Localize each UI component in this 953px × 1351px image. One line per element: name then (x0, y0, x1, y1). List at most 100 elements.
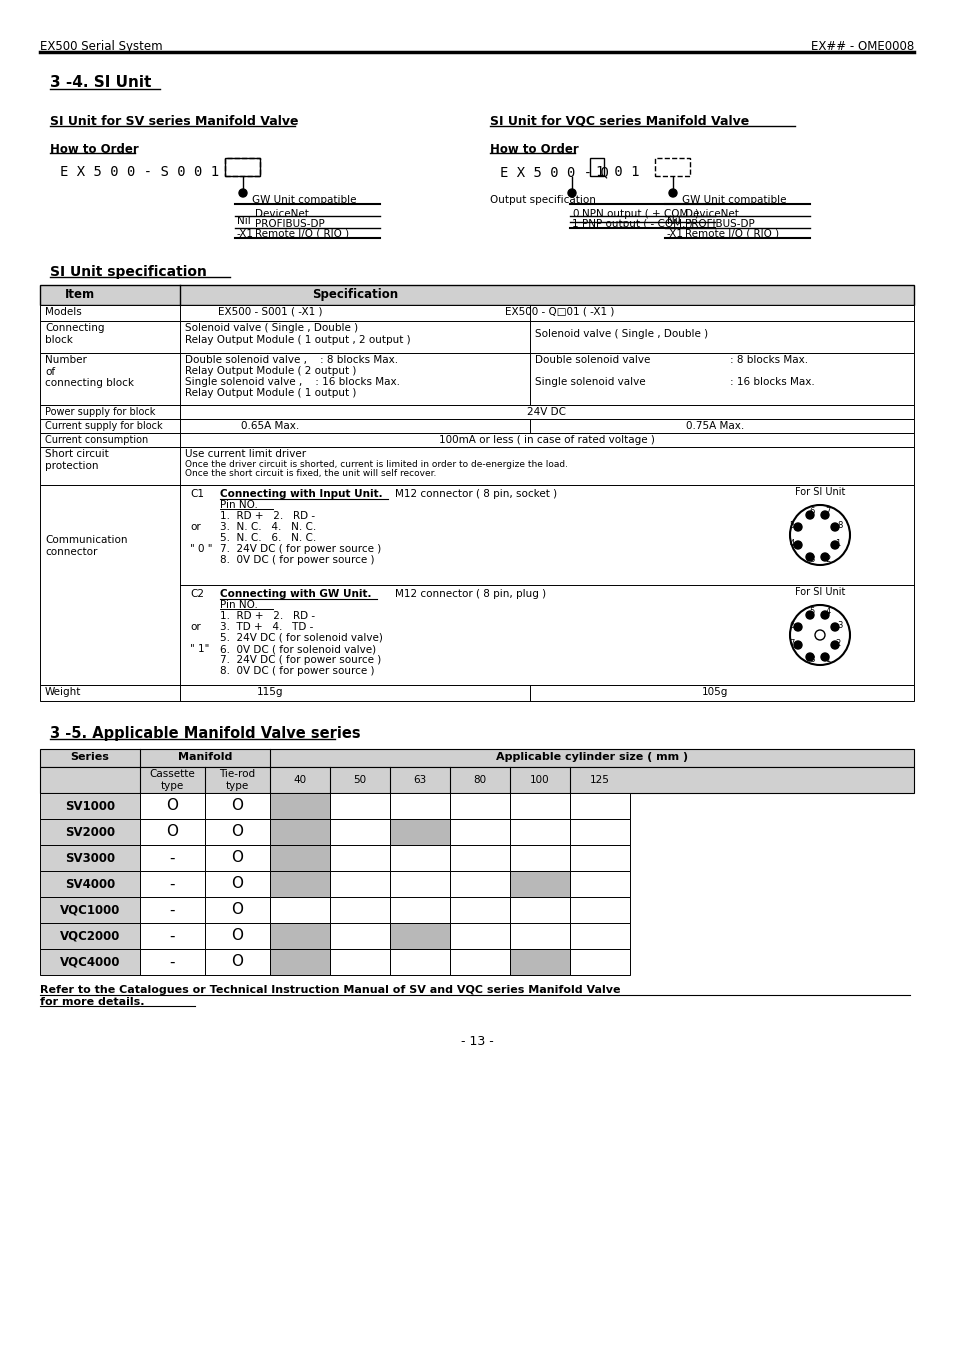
Bar (40, 353, 913, 405)
Text: 0: 0 (572, 209, 578, 219)
Text: Tie-rod
type: Tie-rod type (219, 769, 255, 790)
Bar (450, 793, 510, 819)
Circle shape (830, 523, 838, 531)
Text: Once the driver circuit is shorted, current is limited in order to de-energize t: Once the driver circuit is shorted, curr… (185, 459, 567, 469)
Text: Nil: Nil (236, 216, 251, 226)
Bar (510, 948, 569, 975)
Bar (205, 948, 270, 975)
Text: O: O (232, 851, 243, 866)
Text: Pin NO.: Pin NO. (220, 600, 257, 611)
Bar (140, 923, 205, 948)
Bar (330, 844, 390, 871)
Circle shape (793, 540, 801, 549)
Bar (205, 819, 270, 844)
Text: 1.  RD +   2.   RD -: 1. RD + 2. RD - (220, 511, 314, 521)
Text: : 8 blocks Max.: : 8 blocks Max. (729, 355, 807, 365)
Bar (40, 447, 913, 485)
Bar (510, 844, 569, 871)
Bar (270, 871, 330, 897)
Text: Communication
connector: Communication connector (45, 535, 128, 557)
Bar (390, 923, 450, 948)
Text: 125: 125 (590, 775, 609, 785)
Text: Cassette
type: Cassette type (150, 769, 195, 790)
Text: EX500 - Q□01 ( -X1 ): EX500 - Q□01 ( -X1 ) (505, 307, 614, 317)
Bar (390, 871, 450, 897)
Bar (40, 871, 140, 897)
Bar (270, 819, 330, 844)
Bar (569, 948, 629, 975)
Text: Once the short circuit is fixed, the unit will self recover.: Once the short circuit is fixed, the uni… (185, 469, 436, 478)
Text: Output specification: Output specification (490, 195, 596, 205)
Text: -: - (170, 902, 175, 917)
Bar (205, 844, 270, 871)
Bar (40, 923, 140, 948)
Text: How to Order: How to Order (490, 143, 578, 155)
Text: SI Unit specification: SI Unit specification (50, 265, 207, 280)
Text: GW Unit compatible: GW Unit compatible (681, 195, 785, 205)
Text: Power supply for block: Power supply for block (45, 407, 155, 417)
Text: Relay Output Module ( 1 output ): Relay Output Module ( 1 output ) (185, 388, 356, 399)
Text: 8.  0V DC ( for power source ): 8. 0V DC ( for power source ) (220, 555, 375, 565)
Text: -X1: -X1 (236, 230, 253, 239)
Text: 7: 7 (824, 507, 830, 516)
Bar (270, 844, 330, 871)
Bar (205, 897, 270, 923)
Bar (330, 793, 390, 819)
Text: -: - (170, 851, 175, 866)
Text: 3.  TD +   4.   TD -: 3. TD + 4. TD - (220, 621, 313, 632)
Text: 3 -5. Applicable Manifold Valve series: 3 -5. Applicable Manifold Valve series (50, 725, 360, 740)
Text: Short circuit
protection: Short circuit protection (45, 449, 109, 470)
Bar (569, 923, 629, 948)
Text: O: O (167, 798, 178, 813)
Bar (330, 948, 390, 975)
Bar (589, 158, 603, 176)
Text: 1: 1 (835, 539, 840, 547)
Text: Double solenoid valve: Double solenoid valve (535, 355, 650, 365)
Circle shape (830, 640, 838, 648)
Bar (390, 793, 450, 819)
Text: E X 5 0 0 - S 0 0 1: E X 5 0 0 - S 0 0 1 (60, 165, 219, 178)
Text: 7.  24V DC ( for power source ): 7. 24V DC ( for power source ) (220, 544, 381, 554)
Text: 8: 8 (808, 655, 814, 665)
Bar (270, 793, 330, 819)
Text: O: O (232, 955, 243, 970)
Text: PROFIBUS-DP: PROFIBUS-DP (254, 219, 324, 230)
Text: M12 connector ( 8 pin, socket ): M12 connector ( 8 pin, socket ) (395, 489, 557, 499)
Bar (450, 819, 510, 844)
Bar (225, 158, 260, 176)
Bar (140, 844, 205, 871)
Text: SV4000: SV4000 (65, 878, 115, 890)
Bar (450, 948, 510, 975)
Text: 50: 50 (353, 775, 366, 785)
Text: For SI Unit: For SI Unit (794, 486, 844, 497)
Text: " 0 ": " 0 " (190, 544, 213, 554)
Bar (330, 871, 390, 897)
Text: Single solenoid valve: Single solenoid valve (535, 377, 645, 386)
Text: VQC2000: VQC2000 (60, 929, 120, 943)
Circle shape (789, 505, 849, 565)
Text: 3: 3 (837, 620, 841, 630)
Bar (569, 844, 629, 871)
Text: O: O (232, 877, 243, 892)
Circle shape (793, 640, 801, 648)
Text: E X 5 0 0 - Q: E X 5 0 0 - Q (499, 165, 608, 178)
Text: SV3000: SV3000 (65, 851, 115, 865)
Text: 63: 63 (413, 775, 426, 785)
Text: Solenoid valve ( Single , Double ): Solenoid valve ( Single , Double ) (535, 330, 707, 339)
Text: 1: 1 (572, 219, 578, 230)
Text: 8.  0V DC ( for power source ): 8. 0V DC ( for power source ) (220, 666, 375, 676)
Bar (205, 793, 270, 819)
Text: Applicable cylinder size ( mm ): Applicable cylinder size ( mm ) (496, 753, 687, 762)
Text: C1: C1 (190, 489, 204, 499)
Bar (40, 793, 140, 819)
Text: O: O (232, 928, 243, 943)
Text: 6: 6 (808, 507, 814, 516)
Text: Relay Output Module ( 2 output ): Relay Output Module ( 2 output ) (185, 366, 356, 376)
Text: Connecting
block: Connecting block (45, 323, 105, 345)
Bar (40, 305, 913, 322)
Text: 4: 4 (788, 539, 794, 547)
Text: -X1: -X1 (666, 230, 683, 239)
Text: Relay Output Module ( 1 output , 2 output ): Relay Output Module ( 1 output , 2 outpu… (185, 335, 410, 345)
Text: 7.  24V DC ( for power source ): 7. 24V DC ( for power source ) (220, 655, 381, 665)
Text: Double solenoid valve ,    : 8 blocks Max.: Double solenoid valve , : 8 blocks Max. (185, 355, 397, 365)
